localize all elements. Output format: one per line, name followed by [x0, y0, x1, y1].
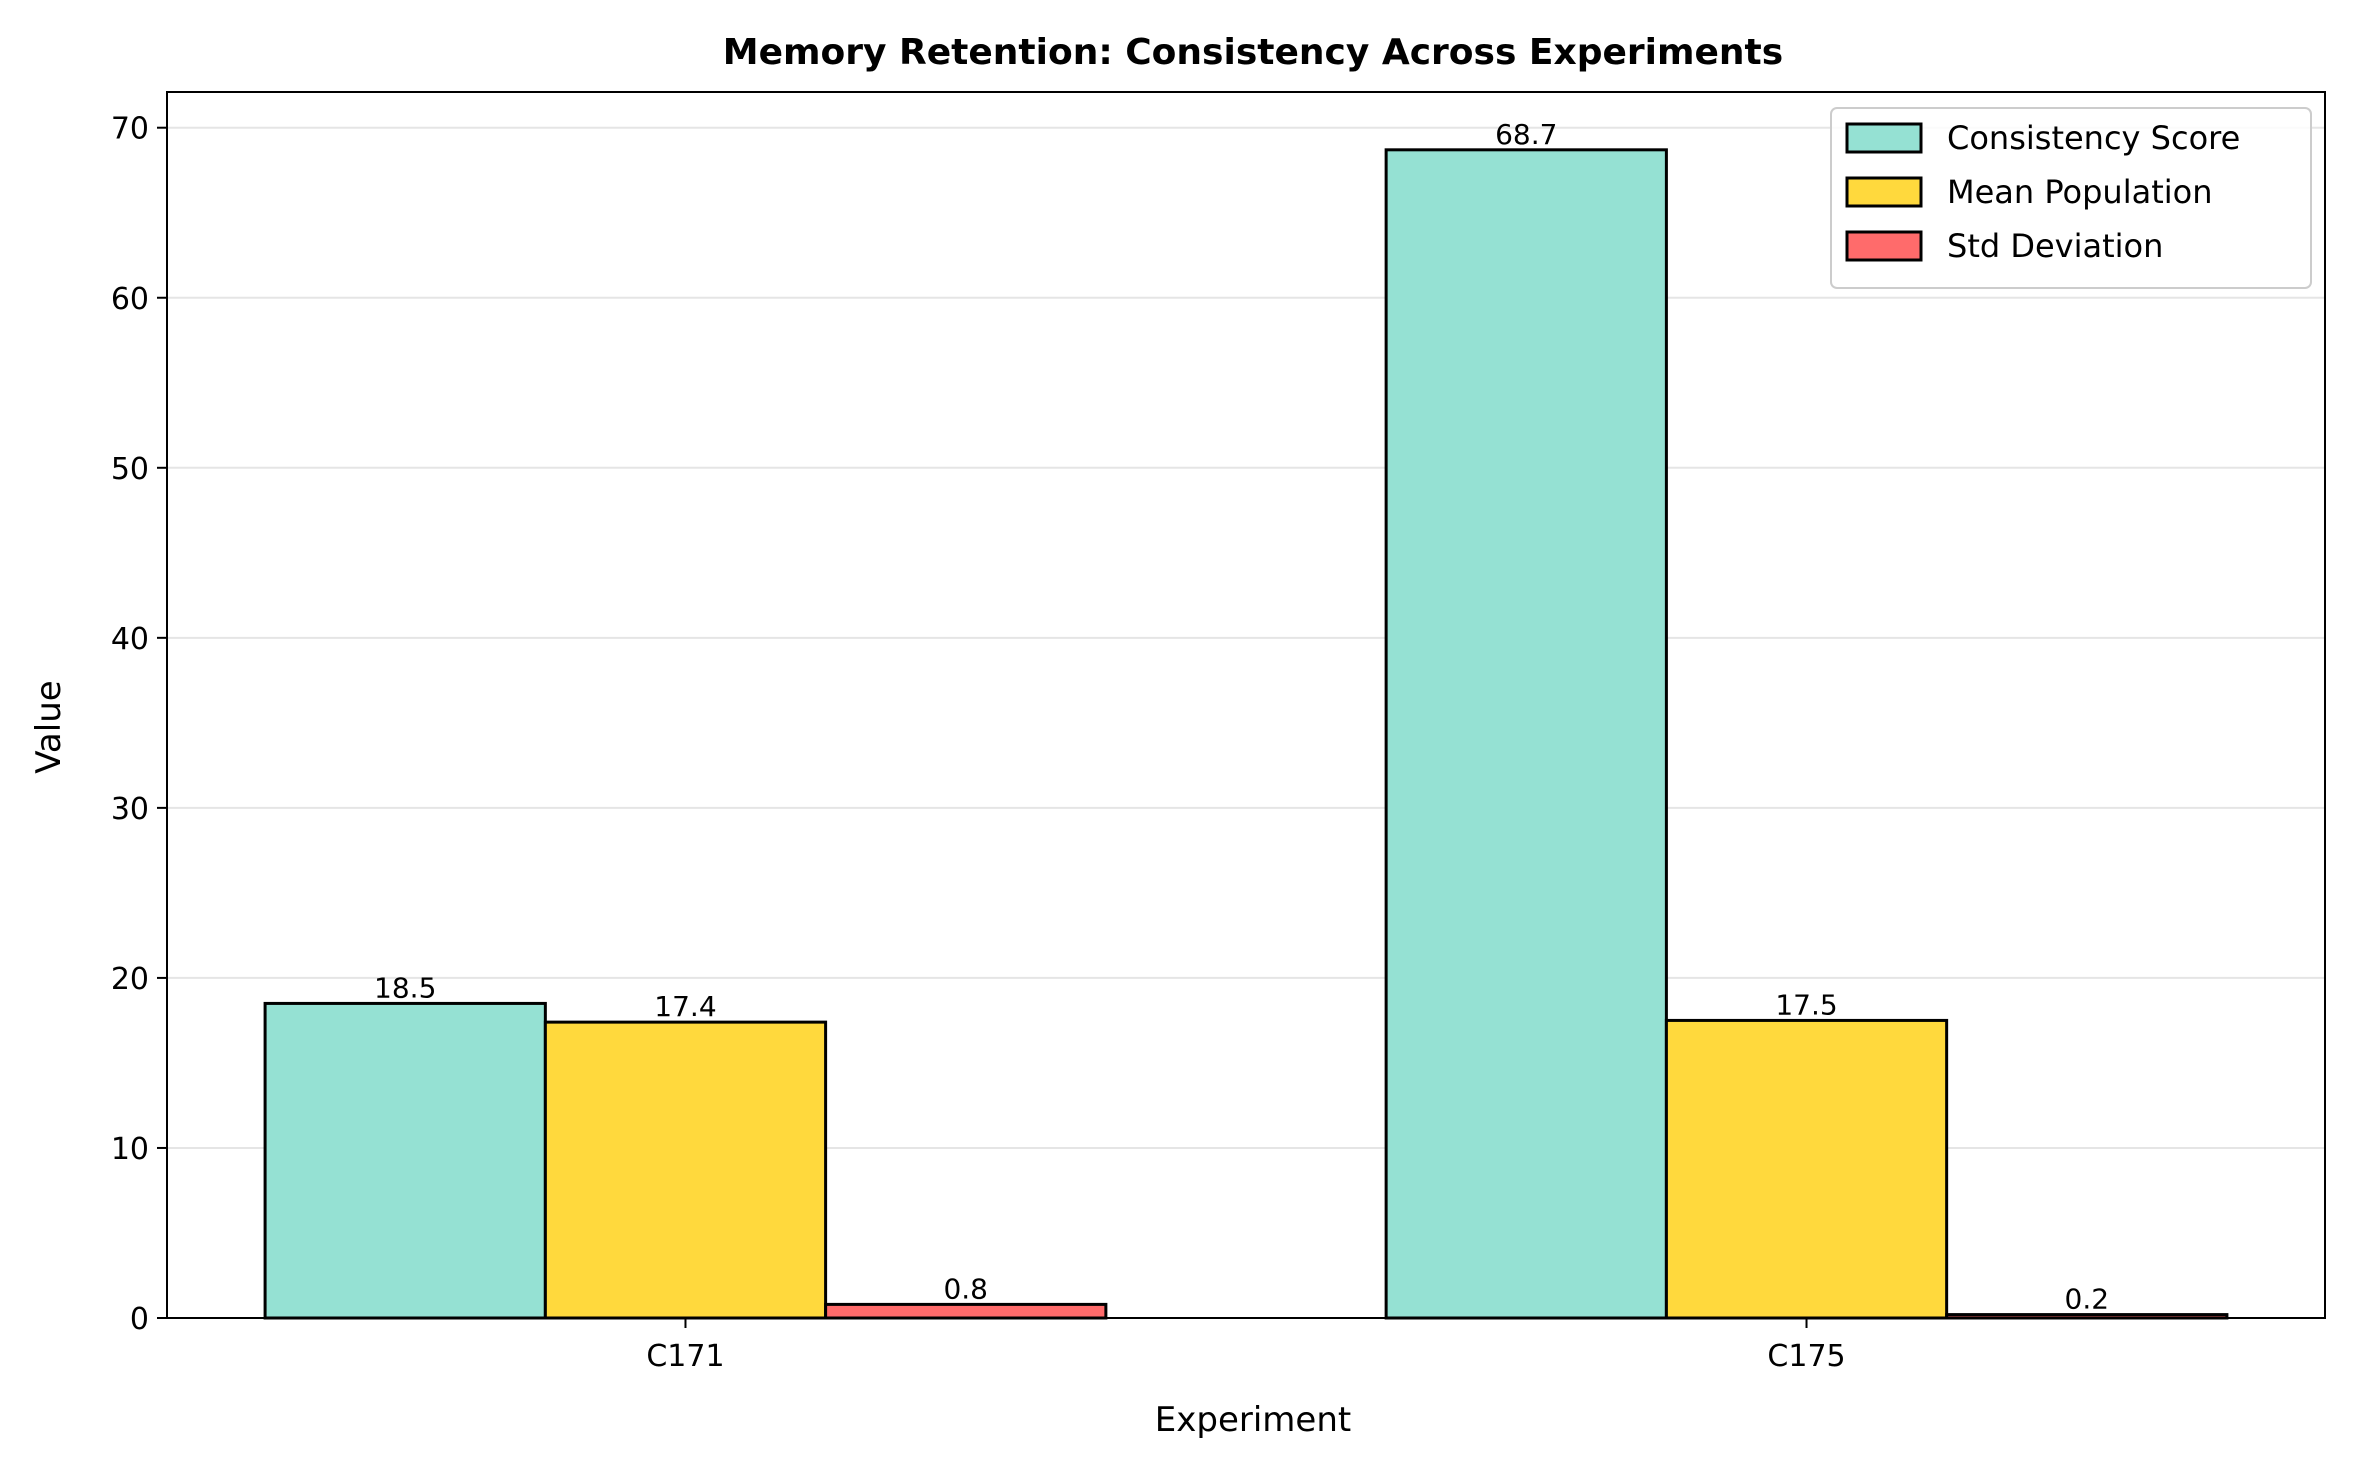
- legend-swatch: [1845, 230, 1923, 262]
- y-tick-label: 60: [111, 282, 149, 317]
- y-tick-label: 10: [111, 1132, 149, 1167]
- bar-value-label: 0.2: [2065, 1283, 2110, 1316]
- legend-label: Consistency Score: [1947, 119, 2240, 157]
- legend-swatch: [1845, 176, 1923, 208]
- bar-value-label: 0.8: [943, 1272, 988, 1305]
- y-tick-label: 0: [130, 1302, 149, 1337]
- bars: [263, 148, 2229, 1320]
- x-axis-label: Experiment: [1155, 1400, 1351, 1440]
- x-tick-label: C175: [1767, 1339, 1845, 1374]
- y-axis-label: Value: [29, 680, 69, 773]
- bar: [824, 1302, 1108, 1320]
- legend-label: Mean Population: [1947, 173, 2212, 211]
- bar-value-label: 18.5: [374, 971, 436, 1004]
- bar-value-label: 17.5: [1775, 988, 1837, 1021]
- data-labels: 18.5 17.4 0.8 68.7 17.5 0.2: [374, 118, 2109, 1316]
- x-tick-label: C171: [646, 1339, 724, 1374]
- bar-value-label: 68.7: [1495, 118, 1557, 151]
- y-tick-label: 70: [111, 112, 149, 147]
- y-tick-label: 20: [111, 962, 149, 997]
- y-tick-label: 50: [111, 452, 149, 487]
- y-axis: 0 10 20 30 40 50 60 70: [111, 112, 167, 1337]
- y-tick-label: 40: [111, 622, 149, 657]
- bar: [263, 1001, 547, 1320]
- plot-frame: [166, 91, 2326, 1319]
- bar: [1664, 1018, 1949, 1320]
- legend-box: [1830, 107, 2312, 289]
- legend-label: Std Deviation: [1947, 227, 2163, 265]
- y-tick-label: 30: [111, 792, 149, 827]
- bar-value-label: 17.4: [654, 990, 716, 1023]
- x-axis: C171 C175: [646, 1318, 1846, 1374]
- chart-title: Memory Retention: Consistency Across Exp…: [723, 32, 1783, 73]
- bar: [1384, 148, 1668, 1320]
- legend: Consistency Score Mean Population Std Devi…: [1830, 107, 2312, 289]
- bar: [543, 1020, 828, 1320]
- legend-swatch: [1845, 122, 1923, 154]
